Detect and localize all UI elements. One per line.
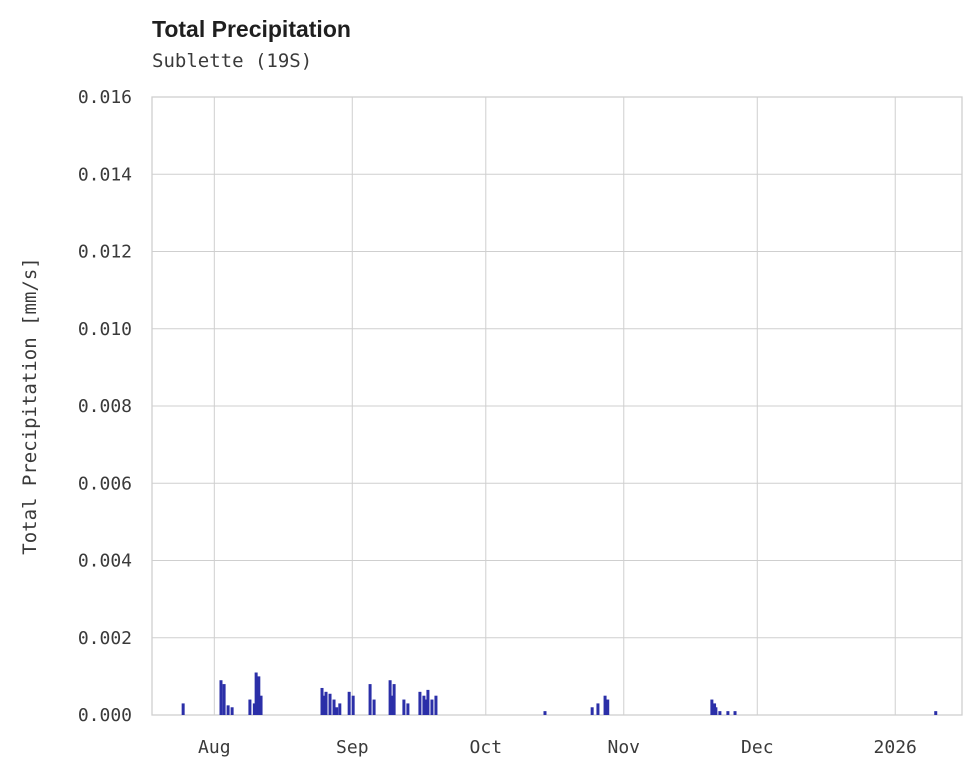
precip-bar	[422, 695, 426, 715]
precip-bar	[714, 707, 718, 715]
precip-bar	[434, 695, 438, 715]
precip-bar	[335, 707, 339, 715]
precip-bar	[320, 687, 324, 715]
precip-bar	[219, 680, 223, 715]
precip-bar	[347, 691, 351, 715]
precip-bar	[392, 684, 396, 715]
precip-bar	[328, 693, 332, 715]
x-tick-label: Aug	[198, 737, 231, 758]
precip-bar	[257, 676, 261, 715]
x-tick-label: Dec	[741, 737, 774, 758]
precip-bar	[390, 695, 394, 715]
precip-bar	[603, 695, 607, 715]
precip-bar	[590, 707, 594, 715]
y-tick-label: 0.002	[78, 628, 132, 649]
precip-bar	[934, 711, 938, 715]
precip-bar	[252, 703, 256, 715]
precip-bar	[230, 707, 234, 715]
precip-bar	[181, 703, 185, 715]
precip-bar	[733, 711, 737, 715]
precip-bar	[372, 699, 376, 715]
precip-bar	[710, 699, 714, 715]
x-tick-label: Nov	[608, 737, 641, 758]
y-tick-label: 0.016	[78, 87, 132, 108]
precip-bar	[426, 689, 430, 715]
precip-bar	[351, 695, 355, 715]
precip-bar	[322, 695, 326, 715]
precip-bar	[606, 699, 610, 715]
y-tick-label: 0.012	[78, 242, 132, 263]
precip-bar	[406, 703, 410, 715]
precip-bar	[430, 699, 434, 715]
precip-bar	[418, 691, 422, 715]
precip-bar	[424, 699, 428, 715]
y-tick-label: 0.004	[78, 551, 132, 572]
y-tick-label: 0.010	[78, 319, 132, 340]
y-tick-label: 0.014	[78, 164, 132, 185]
precip-bar	[259, 695, 263, 715]
precip-bar	[332, 699, 336, 715]
x-tick-label: Sep	[336, 737, 369, 758]
precip-bar	[402, 699, 406, 715]
y-tick-label: 0.000	[78, 705, 132, 726]
precip-bar	[543, 711, 547, 715]
chart-subtitle: Sublette (19S)	[152, 50, 313, 72]
precip-bar	[718, 711, 722, 715]
y-tick-label: 0.008	[78, 396, 132, 417]
precip-bar	[368, 684, 372, 715]
plot-border	[151, 96, 963, 716]
precip-bar	[324, 691, 328, 715]
precip-bar	[248, 699, 252, 715]
precip-bar	[388, 680, 392, 715]
precip-bar	[596, 703, 600, 715]
chart-title: Total Precipitation	[152, 16, 351, 42]
x-tick-label: Oct	[470, 737, 503, 758]
precip-bar	[254, 672, 258, 715]
precip-bar	[226, 705, 230, 715]
precip-bar	[338, 703, 342, 715]
y-tick-label: 0.006	[78, 473, 132, 494]
precip-bar	[726, 711, 730, 715]
precip-bar	[222, 684, 226, 715]
x-tick-label: 2026	[874, 737, 917, 758]
